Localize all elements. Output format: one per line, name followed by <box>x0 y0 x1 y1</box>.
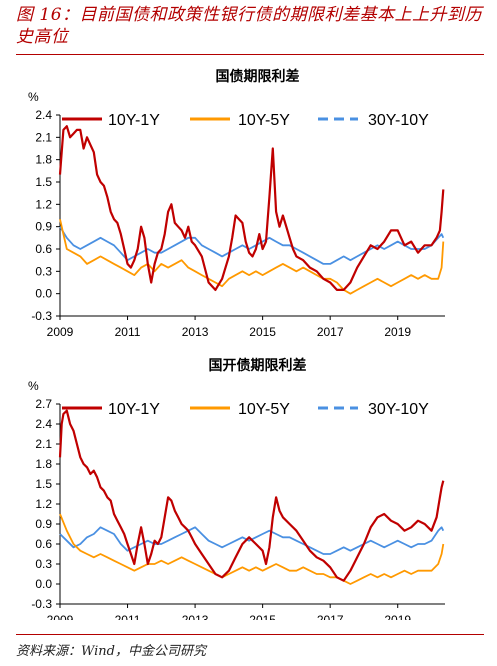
y-tick-label: 1.8 <box>35 457 52 471</box>
y-tick-label: 0.6 <box>35 242 52 256</box>
series-line-10y-1y <box>58 125 445 291</box>
y-tick-label: -0.3 <box>31 597 52 611</box>
series-line-10y-1y <box>58 409 445 582</box>
chart-cdb-term-spread: % 国开债期限利差 2.7 2.4 2.1 1.8 1.5 1.2 0.9 0.6 0.3 0.0 -0… <box>28 357 445 620</box>
x-tick-label: 2017 <box>317 613 344 620</box>
legend-label-30y-10y: 30Y-10Y <box>368 112 429 129</box>
y-tick-label: 0.9 <box>35 517 52 531</box>
x-tick-label: 2009 <box>47 613 74 620</box>
y-unit-label: % <box>28 379 39 393</box>
source-note: 资料来源：Wind，中金公司研究 <box>16 644 206 659</box>
y-tick-label: 2.1 <box>35 437 52 451</box>
legend-label-10y-5y: 10Y-5Y <box>238 112 290 129</box>
y-tick-label: 2.4 <box>35 417 52 431</box>
legend-label-10y-1y: 10Y-1Y <box>108 112 160 129</box>
title-rule <box>16 54 484 55</box>
series-line-30y-10y <box>59 226 445 265</box>
x-tick-label: 2017 <box>317 325 344 339</box>
legend-label-10y-5y: 10Y-5Y <box>238 401 290 418</box>
y-tick-label: 1.5 <box>35 175 52 189</box>
x-tick-label: 2009 <box>47 325 74 339</box>
y-tick-label: 0.3 <box>35 264 52 278</box>
footer-rule <box>16 634 484 635</box>
y-tick-label: 1.2 <box>35 497 52 511</box>
x-tick-label: 2013 <box>182 613 209 620</box>
figure-title: 图 16：目前国债和政策性银行债的期限利差基本上上升到历史高位 <box>16 5 483 47</box>
legend-label-30y-10y: 30Y-10Y <box>368 401 429 418</box>
x-tick-label: 2011 <box>115 325 141 339</box>
chart-treasury-term-spread: % 国债期限利差 2.4 2.1 1.8 1.5 1.2 0.9 0.6 0.3 0.0 -0.3 20… <box>28 68 445 339</box>
y-tick-label: 2.1 <box>35 130 52 144</box>
y-tick-label: 1.2 <box>35 197 52 211</box>
y-tick-label: 0.0 <box>35 287 52 301</box>
series-line-10y-5y <box>59 513 445 585</box>
chart-title: 国开债期限利差 <box>209 357 307 374</box>
x-tick-label: 2011 <box>115 613 141 620</box>
y-tick-label: 1.5 <box>35 477 52 491</box>
y-tick-label: 0.3 <box>35 557 52 571</box>
y-tick-label: -0.3 <box>31 309 52 323</box>
y-tick-label: 0.0 <box>35 577 52 591</box>
y-tick-label: 1.8 <box>35 153 52 167</box>
chart-title: 国债期限利差 <box>216 68 300 85</box>
x-tick-label: 2019 <box>384 325 411 339</box>
y-tick-label: 2.4 <box>35 108 52 122</box>
x-tick-label: 2019 <box>384 613 411 620</box>
series-line-10y-5y <box>59 218 445 295</box>
y-tick-label: 2.7 <box>35 397 52 411</box>
legend-label-10y-1y: 10Y-1Y <box>108 401 160 418</box>
series-line-30y-10y <box>59 526 445 555</box>
y-unit-label: % <box>28 90 39 104</box>
x-tick-label: 2015 <box>249 325 276 339</box>
y-tick-label: 0.6 <box>35 537 52 551</box>
y-tick-label: 0.9 <box>35 220 52 234</box>
x-tick-label: 2015 <box>249 613 276 620</box>
x-tick-label: 2013 <box>182 325 209 339</box>
